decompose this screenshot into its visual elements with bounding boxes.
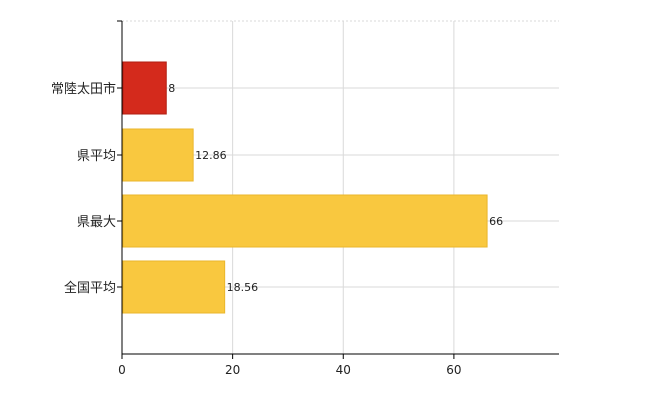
axis-layer — [121, 21, 559, 355]
category-label: 県最大 — [77, 215, 116, 230]
bar — [122, 194, 488, 248]
x-tick-label: 60 — [446, 363, 461, 377]
bar — [122, 128, 194, 182]
data-label: 8 — [168, 82, 175, 95]
x-tick-label: 0 — [118, 363, 126, 377]
category-label: 県平均 — [77, 149, 116, 164]
data-label: 12.86 — [195, 149, 227, 162]
category-label: 全国平均 — [64, 280, 116, 296]
x-tick-label: 20 — [225, 363, 240, 377]
label-layer: 8 常陸太田市 12.86 県平均 66 県最大 18.56 全国平均 0 20 40 60 — [51, 20, 503, 377]
x-tick-label: 40 — [336, 363, 351, 377]
category-label: 常陸太田市 — [51, 81, 116, 97]
bar — [122, 61, 167, 115]
data-label: 66 — [489, 215, 503, 228]
bar-layer — [122, 61, 488, 314]
bar — [122, 260, 226, 314]
data-label: 18.56 — [227, 281, 259, 294]
